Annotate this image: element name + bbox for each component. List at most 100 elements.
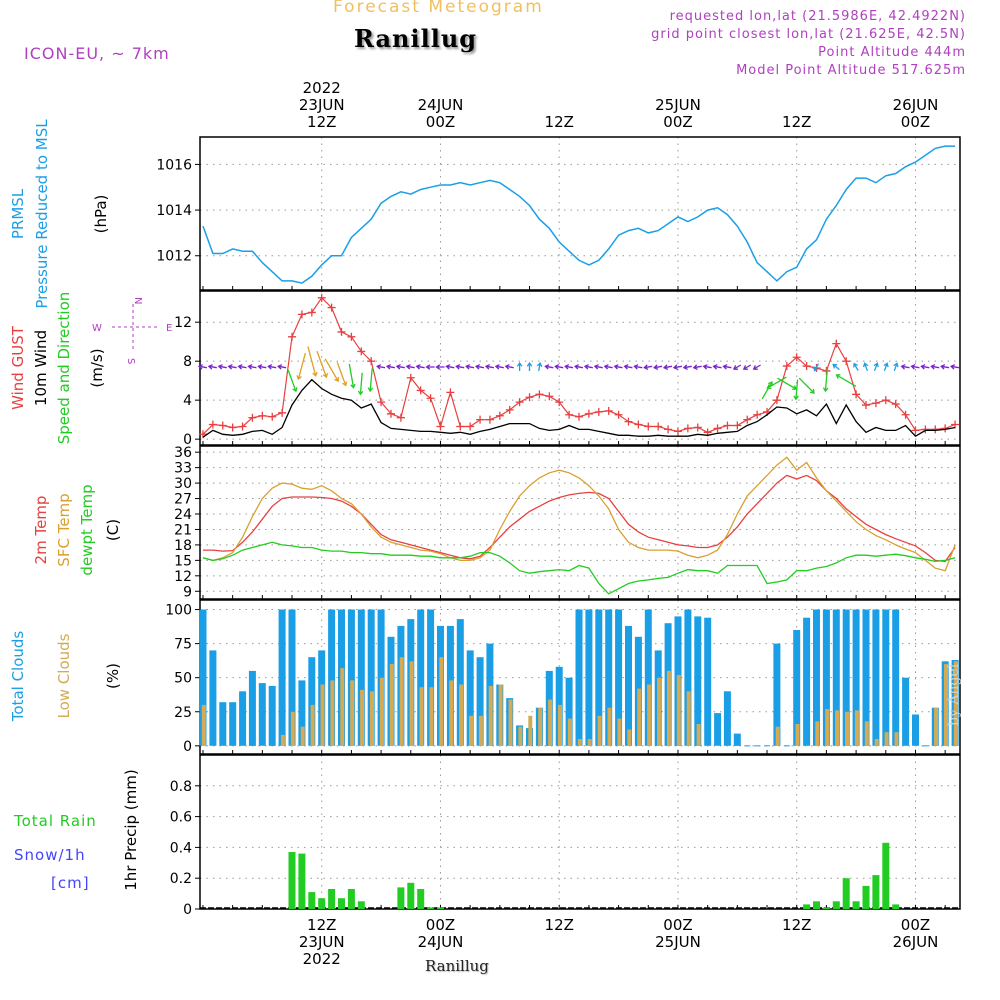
panel-frame	[199, 136, 961, 291]
total-cloud-bar	[704, 617, 712, 746]
rain-bar	[407, 882, 415, 909]
rain-bar	[427, 907, 435, 909]
pressure-msl-label: Pressure Reduced to MSL	[33, 119, 51, 309]
rain-bar	[892, 904, 900, 909]
low-cloud-bar	[597, 715, 602, 746]
low-cloud-bar	[696, 724, 701, 746]
wind-gust-marker	[852, 390, 861, 399]
wind-direction-arrow	[862, 362, 869, 372]
wind-gust-marker	[792, 353, 801, 362]
wind-direction-arrow	[603, 364, 613, 370]
location-title: Ranillug	[354, 24, 478, 53]
prmsl-label-group: PRMSL	[9, 188, 27, 239]
low-cloud-bar	[845, 711, 849, 746]
wind-gust-marker	[456, 422, 465, 431]
top-time-label: 2022	[303, 79, 341, 97]
low-cloud-bar	[310, 704, 315, 746]
total-cloud-bar	[912, 714, 919, 746]
wind-direction-arrow	[593, 364, 603, 370]
bottom-time-label: 00Z	[426, 916, 455, 934]
total-cloud-bar	[565, 677, 573, 746]
speed-direction-label: Speed and Direction	[55, 292, 73, 445]
rain-bar	[813, 901, 820, 909]
total-cloud-bar	[268, 685, 276, 746]
y-tick-label: 27	[174, 492, 192, 508]
rain-bar	[862, 885, 870, 909]
rain-bar	[338, 898, 345, 909]
wind-gust-marker	[357, 347, 366, 356]
total-cloud-bar	[377, 609, 385, 746]
total-cloud-bar	[605, 609, 613, 746]
wind-direction-arrow	[415, 364, 425, 370]
credit-watermark: by Angel	[946, 663, 962, 726]
wind-direction-arrow	[357, 372, 364, 396]
low-cloud-bar	[459, 684, 464, 746]
wind-direction-arrow	[367, 368, 374, 393]
top-time-label: 00Z	[663, 113, 692, 131]
y-tick-label: 0	[183, 902, 192, 918]
pressure-msl-label-group: Pressure Reduced to MSL	[33, 119, 51, 309]
wind-direction-arrow	[853, 362, 859, 371]
wind-direction-arrow	[465, 364, 475, 370]
rain-bar	[417, 889, 425, 909]
wind-direction-arrow	[583, 364, 593, 370]
wind-gust-marker	[208, 420, 217, 429]
rain-bar	[328, 889, 336, 909]
low-cloud-bar	[429, 687, 434, 746]
rain-bar	[347, 889, 355, 909]
wind-direction-arrow	[742, 364, 752, 370]
wind-gust-marker	[584, 409, 593, 418]
wind-gust-marker	[733, 421, 742, 430]
wind-direction-arrow	[385, 364, 396, 370]
wind-gust-marker	[466, 422, 475, 431]
top-time-label: 12Z	[782, 113, 811, 131]
top-time-label: 12Z	[545, 113, 574, 131]
wind-gust-marker	[377, 398, 386, 407]
wind-gust-marker	[614, 410, 623, 419]
wind-direction-arrow	[197, 364, 208, 370]
low-cloud-bar	[538, 707, 543, 746]
compass-w: W	[92, 323, 102, 334]
total-cloud-bar	[298, 680, 306, 746]
wind-gust-marker	[406, 373, 415, 382]
top-time-label: 24JUN	[418, 96, 464, 114]
rain-bar	[397, 887, 405, 909]
wind-direction-arrow	[702, 364, 712, 370]
total-clouds-label: Total Clouds	[9, 631, 27, 723]
wind-direction-arrow	[832, 363, 840, 371]
wind-gust-marker	[832, 339, 841, 348]
y-tick-label: 0.2	[170, 871, 192, 887]
pressure-unit-label: (hPa)	[92, 195, 110, 234]
wind-gust-marker	[664, 425, 673, 434]
low-clouds-label-group: Low Clouds	[55, 633, 73, 718]
wind-gust-marker	[901, 410, 910, 419]
wind-direction-arrow	[207, 364, 217, 370]
wind-direction-arrow	[257, 364, 267, 370]
low-cloud-bar	[884, 732, 889, 746]
y-tick-label: 0	[183, 432, 192, 448]
wind-gust-marker	[476, 415, 485, 424]
wind-direction-arrow	[692, 364, 702, 370]
ten-m-wind-label-group: 10m Wind	[32, 330, 50, 406]
low-cloud-bar	[835, 710, 840, 746]
model-altitude: Model Point Altitude 517.625m	[736, 63, 966, 78]
compass-rose: N S W E	[92, 297, 172, 364]
total-cloud-bar	[822, 609, 830, 746]
total-cloud-bar	[476, 657, 484, 746]
rain-bar	[882, 842, 890, 909]
wind-direction-arrow	[217, 364, 227, 370]
y-tick-label: 18	[174, 538, 192, 554]
low-cloud-bar	[488, 685, 493, 746]
wind-gust-marker	[347, 332, 356, 341]
low-cloud-bar	[676, 675, 681, 746]
wind-direction-arrow	[324, 358, 340, 383]
total-cloud-bar	[199, 609, 207, 746]
wind-direction-arrow	[940, 364, 950, 370]
low-cloud-bar	[290, 711, 295, 746]
wind-gust-label: Wind GUST	[9, 325, 27, 410]
total-cloud-bar	[615, 609, 623, 746]
wind-gust-marker	[525, 393, 534, 402]
panel-frame	[199, 445, 961, 600]
wind-direction-arrow	[564, 364, 574, 370]
compass-s: S	[125, 358, 136, 364]
